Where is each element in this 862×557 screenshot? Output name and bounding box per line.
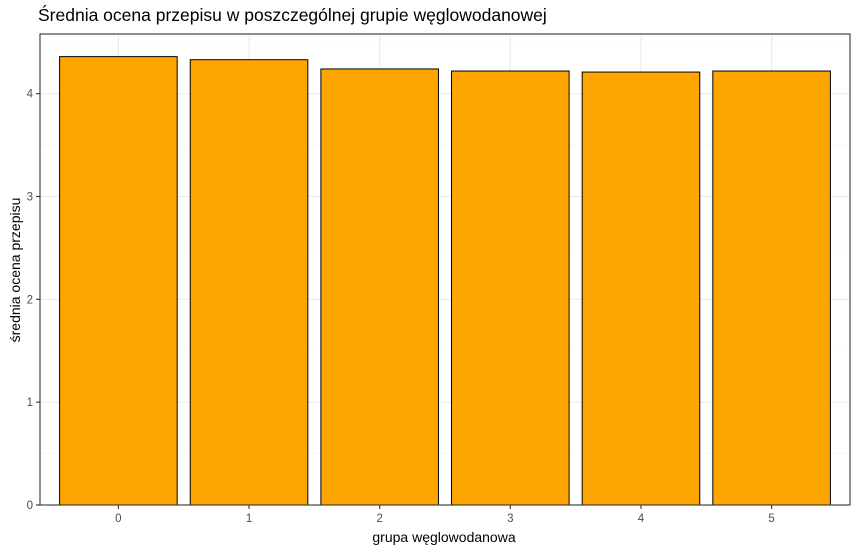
y-tick-label: 1 [27,397,33,409]
panel-border [39,33,851,506]
bar-1 [189,59,309,506]
x-tick-label: 0 [115,513,121,525]
y-tick-label: 0 [27,500,33,512]
x-tick-label: 4 [638,513,645,525]
y-tick-label: 3 [27,191,33,203]
x-tick-label: 2 [376,513,382,525]
x-tick-label: 1 [246,513,252,525]
x-axis-ticks: 0 1 2 3 4 5 [115,505,775,525]
bar-3 [451,70,570,506]
x-tick-label: 5 [768,513,774,525]
y-tick-label: 2 [27,294,33,306]
x-axis-title: grupa węglowodanowa [372,529,515,545]
bar-2 [320,68,439,506]
x-tick-label: 3 [507,513,513,525]
y-axis-ticks: 0 1 2 3 4 [27,89,40,512]
bars [59,56,831,506]
y-axis-title: średnia ocena przepisu [7,198,23,343]
chart-title: Średnia ocena przepisu w poszczególnej g… [38,4,547,25]
y-tick-label: 4 [27,89,34,101]
bar-4 [581,71,701,506]
bar-5 [712,70,831,506]
bar-0 [59,56,178,506]
